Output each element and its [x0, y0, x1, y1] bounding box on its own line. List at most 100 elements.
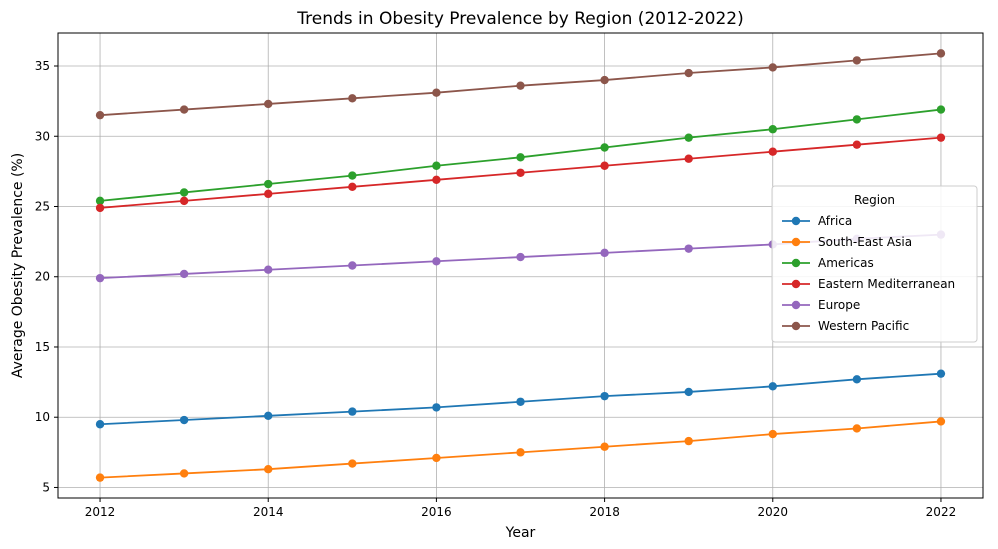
- legend-swatch-marker: [791, 237, 801, 247]
- legend-item: Americas: [782, 256, 874, 270]
- data-point: [684, 436, 693, 446]
- data-point: [348, 459, 357, 468]
- data-point: [516, 81, 525, 90]
- y-tick-label: 10: [35, 410, 50, 424]
- data-point: [768, 147, 777, 156]
- legend-swatch-marker: [791, 216, 801, 226]
- series-layer: [95, 49, 946, 482]
- data-point: [600, 248, 609, 258]
- data-point: [852, 56, 862, 65]
- x-tick-label: 2018: [589, 505, 620, 519]
- data-point: [432, 403, 441, 412]
- data-point: [768, 125, 777, 134]
- y-axis-label: Average Obesity Prevalence (%): [10, 153, 26, 378]
- data-point: [768, 382, 777, 391]
- y-tick-label: 35: [35, 59, 50, 73]
- legend-item: Western Pacific: [782, 319, 909, 333]
- data-point: [516, 252, 525, 262]
- data-point: [179, 105, 189, 114]
- legend-label: Europe: [818, 298, 860, 312]
- data-point: [600, 143, 609, 152]
- data-point: [264, 411, 273, 421]
- data-point: [936, 133, 946, 142]
- series-americas: [95, 105, 946, 206]
- legend-item: Eastern Mediterranean: [782, 277, 955, 291]
- data-point: [432, 453, 441, 463]
- legend-item: South-East Asia: [782, 235, 912, 249]
- x-axis-label: Year: [505, 525, 536, 541]
- legend-label: Africa: [818, 214, 852, 228]
- data-point: [936, 369, 946, 378]
- data-point: [432, 88, 441, 97]
- series-south-east-asia: [95, 417, 946, 482]
- data-point: [852, 115, 862, 124]
- legend-swatch-marker: [791, 279, 801, 289]
- data-point: [684, 133, 693, 142]
- data-point: [348, 171, 357, 180]
- data-point: [852, 140, 862, 149]
- data-point: [432, 175, 441, 185]
- data-point: [432, 161, 441, 170]
- data-point: [600, 161, 609, 170]
- data-point: [516, 397, 525, 406]
- legend-label: Americas: [818, 256, 874, 270]
- data-point: [600, 75, 609, 85]
- data-point: [684, 387, 693, 397]
- legend: Region Africa South-East Asia Americas East…: [771, 185, 978, 343]
- data-point: [936, 49, 946, 58]
- legend-label: Eastern Mediterranean: [818, 277, 955, 291]
- data-point: [516, 153, 525, 162]
- data-point: [179, 188, 189, 197]
- legend-box: [771, 185, 978, 343]
- data-point: [936, 105, 946, 114]
- data-point: [95, 203, 105, 213]
- data-point: [768, 429, 777, 439]
- data-point: [684, 244, 693, 253]
- data-point: [264, 189, 273, 199]
- legend-label: Western Pacific: [818, 319, 909, 333]
- data-point: [95, 196, 105, 206]
- y-tick-label: 25: [35, 199, 50, 213]
- data-point: [95, 420, 105, 429]
- y-tick-label: 15: [35, 340, 50, 354]
- data-point: [179, 469, 189, 478]
- data-point: [936, 417, 946, 426]
- data-point: [95, 273, 105, 283]
- data-point: [95, 110, 105, 120]
- data-point: [348, 407, 357, 416]
- y-tick-label: 20: [35, 270, 50, 284]
- data-point: [684, 154, 693, 163]
- chart-title: Trends in Obesity Prevalence by Region (…: [296, 9, 743, 29]
- data-point: [852, 375, 862, 384]
- data-point: [516, 168, 525, 177]
- legend-title: Region: [854, 193, 895, 207]
- y-tick-label: 30: [35, 129, 50, 143]
- legend-item: Europe: [782, 298, 860, 312]
- data-point: [264, 179, 273, 189]
- plot-frame: [57, 32, 984, 499]
- x-tick-label: 2014: [253, 505, 284, 519]
- data-point: [348, 94, 357, 103]
- data-point: [600, 442, 609, 451]
- legend-item: Africa: [782, 214, 852, 228]
- x-tick-label: 2020: [757, 505, 788, 519]
- data-point: [264, 465, 273, 474]
- legend-swatch-marker: [791, 300, 801, 310]
- legend-label: South-East Asia: [818, 235, 912, 249]
- data-point: [348, 261, 357, 270]
- data-point: [432, 257, 441, 266]
- data-point: [768, 63, 777, 72]
- data-point: [179, 196, 189, 206]
- series-africa: [95, 369, 946, 429]
- data-point: [179, 269, 189, 279]
- data-point: [348, 182, 357, 192]
- legend-swatch-marker: [791, 258, 801, 268]
- data-point: [264, 99, 273, 109]
- legend-swatch-marker: [791, 321, 801, 331]
- x-tick-label: 2016: [421, 505, 452, 519]
- data-point: [264, 265, 273, 274]
- series-western-pacific: [95, 49, 946, 120]
- data-point: [179, 415, 189, 425]
- series-eastern-mediterranean: [95, 133, 946, 213]
